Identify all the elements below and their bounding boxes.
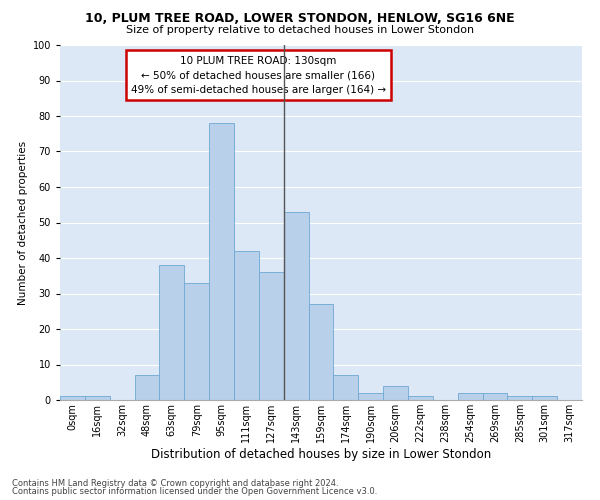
Text: Contains public sector information licensed under the Open Government Licence v3: Contains public sector information licen… [12,487,377,496]
Bar [482,393,508,400]
Bar [508,396,532,400]
Bar [160,265,184,400]
Bar [334,375,358,400]
Text: 10, PLUM TREE ROAD, LOWER STONDON, HENLOW, SG16 6NE: 10, PLUM TREE ROAD, LOWER STONDON, HENLO… [85,12,515,26]
Bar [284,212,308,400]
Bar [358,393,383,400]
Bar [209,123,234,400]
Bar [259,272,284,400]
Bar [458,393,482,400]
Bar [383,386,408,400]
Bar [134,375,160,400]
Bar [234,251,259,400]
Bar [85,396,110,400]
Bar [408,396,433,400]
Text: Size of property relative to detached houses in Lower Stondon: Size of property relative to detached ho… [126,25,474,35]
Text: 10 PLUM TREE ROAD: 130sqm
← 50% of detached houses are smaller (166)
49% of semi: 10 PLUM TREE ROAD: 130sqm ← 50% of detac… [131,56,386,95]
Y-axis label: Number of detached properties: Number of detached properties [19,140,28,304]
Bar [60,396,85,400]
Bar [532,396,557,400]
Text: Contains HM Land Registry data © Crown copyright and database right 2024.: Contains HM Land Registry data © Crown c… [12,478,338,488]
Bar [308,304,334,400]
Bar [184,283,209,400]
X-axis label: Distribution of detached houses by size in Lower Stondon: Distribution of detached houses by size … [151,448,491,461]
